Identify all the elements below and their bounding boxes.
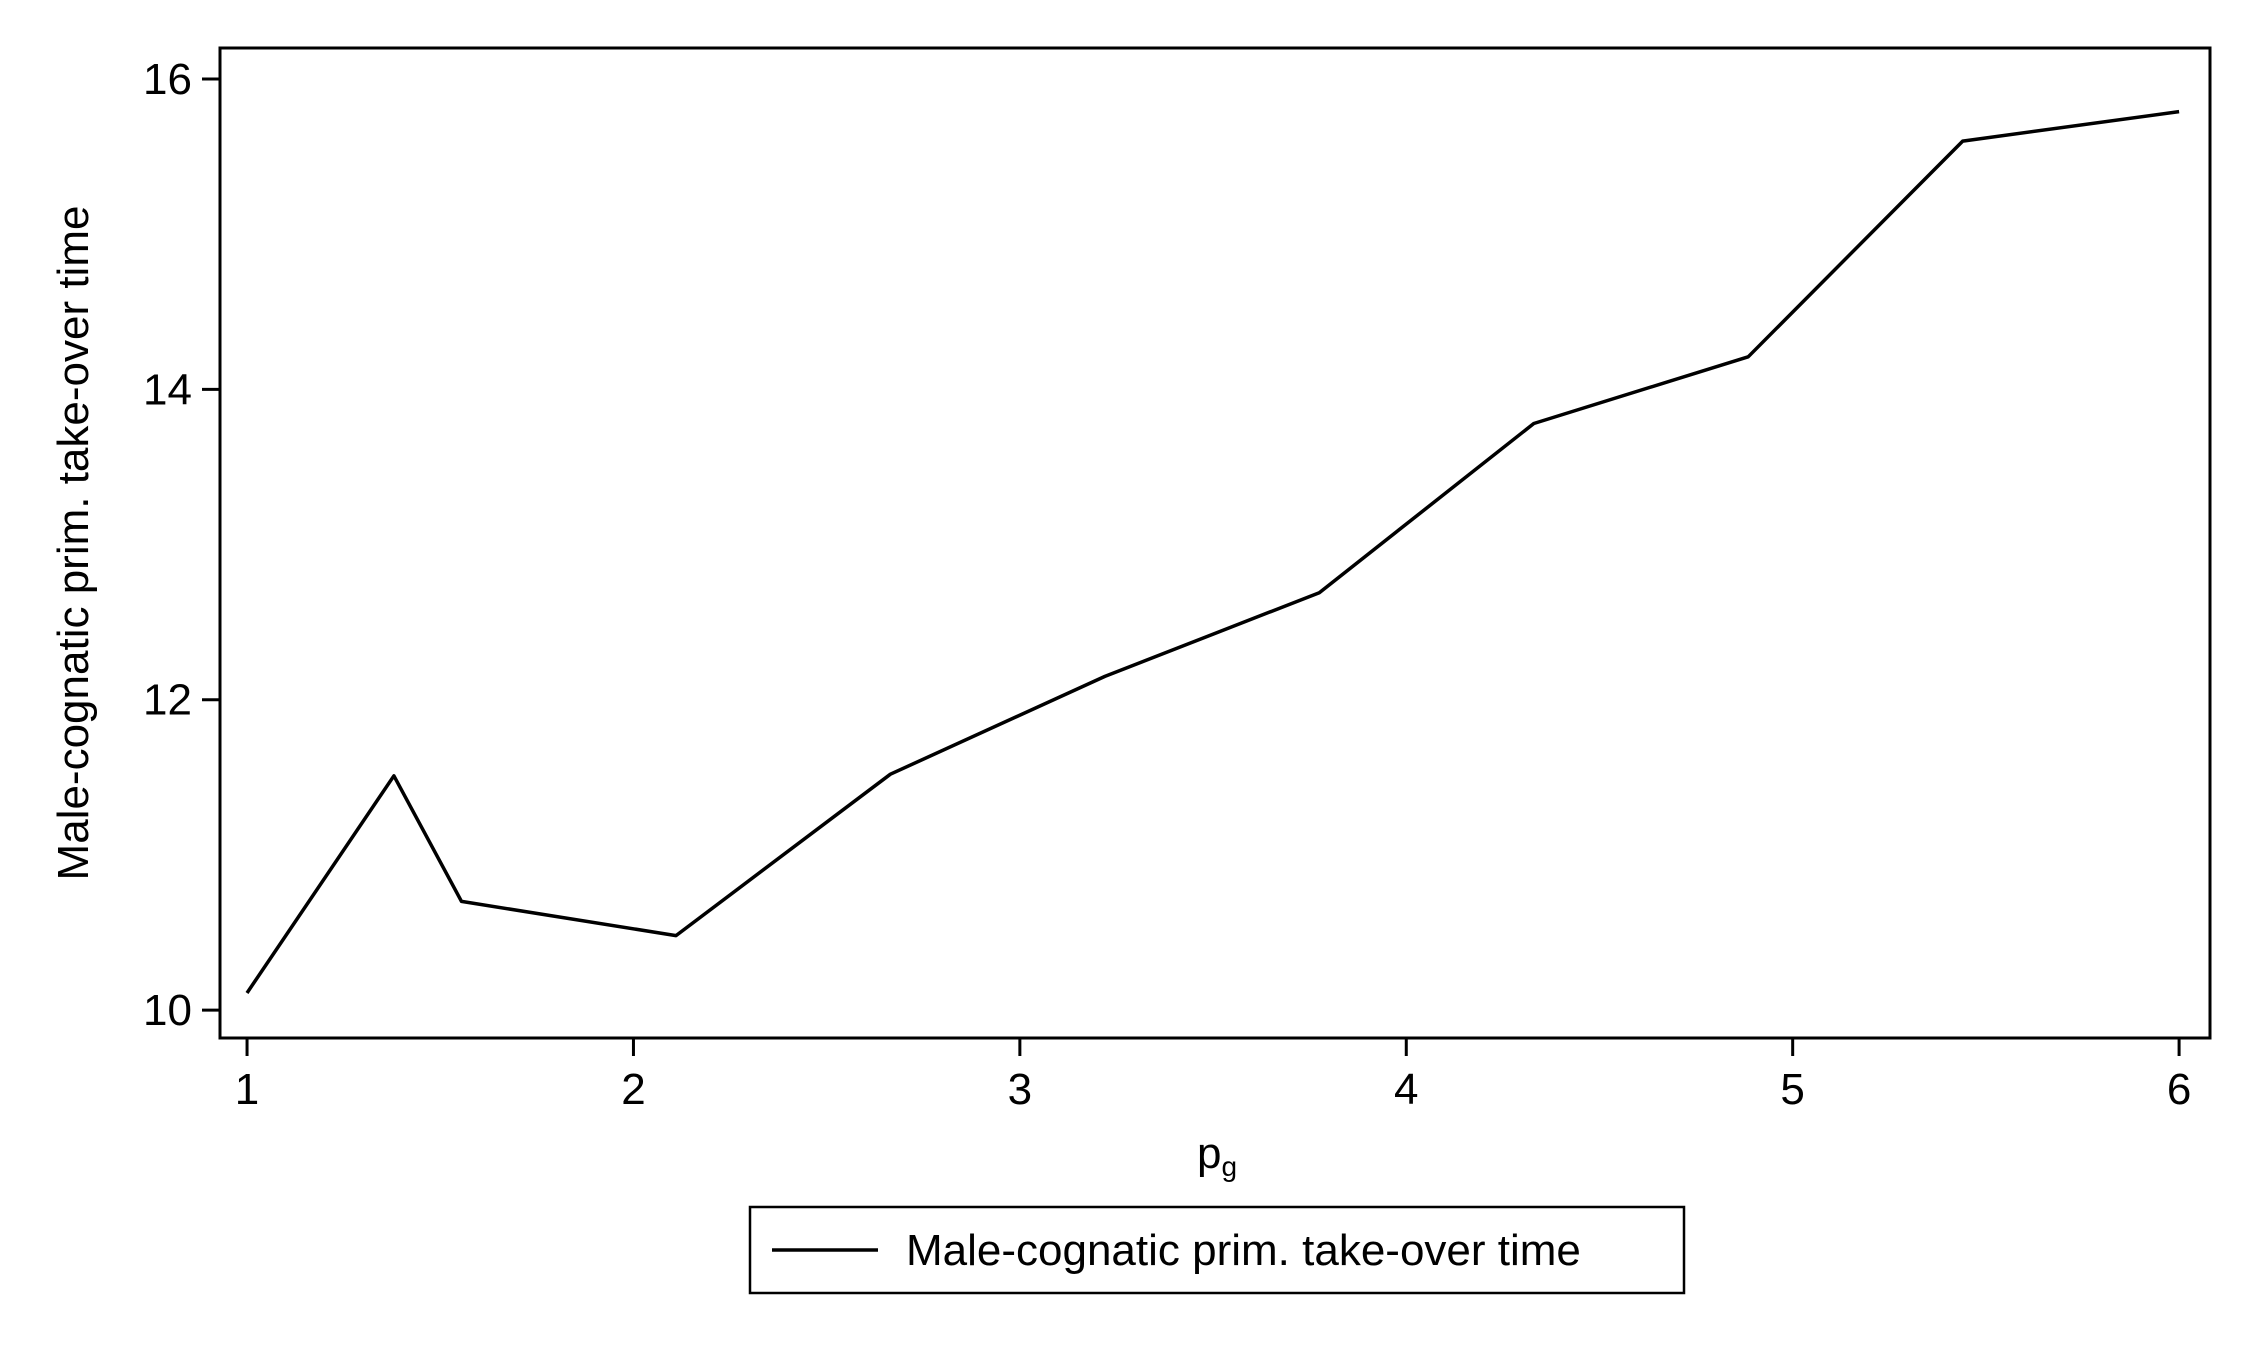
x-tick-label: 4	[1394, 1065, 1418, 1114]
x-tick-label: 1	[235, 1065, 259, 1114]
x-axis-label-main: p	[1197, 1129, 1221, 1178]
y-tick-label: 12	[143, 676, 192, 725]
y-tick-label: 10	[143, 986, 192, 1035]
y-axis-label: Male-cognatic prim. take-over time	[49, 206, 98, 881]
plot-area	[218, 46, 2212, 1040]
y-tick-label: 14	[143, 365, 192, 414]
y-tick-label: 16	[143, 55, 192, 104]
x-tick-label: 3	[1008, 1065, 1032, 1114]
x-axis-label-subscript: g	[1221, 1151, 1237, 1182]
x-axis: 1 2 3 4 5 6	[235, 1038, 2191, 1114]
legend-label: Male-cognatic prim. take-over time	[906, 1226, 1581, 1275]
legend-box	[748, 1205, 1686, 1295]
x-tick-label: 2	[621, 1065, 645, 1114]
x-tick-label: 5	[1780, 1065, 1804, 1114]
x-tick-label: 6	[2167, 1065, 2191, 1114]
legend: Male-cognatic prim. take-over time	[748, 1205, 1686, 1295]
y-axis: 10 12 14 16	[143, 55, 220, 1035]
x-axis-label: pg	[1197, 1129, 1237, 1182]
series-line	[245, 109, 2180, 994]
